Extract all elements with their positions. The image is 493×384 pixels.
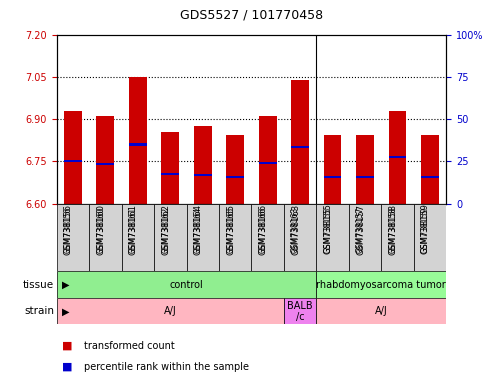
Bar xyxy=(64,160,82,162)
Text: GSM738160: GSM738160 xyxy=(96,207,106,253)
Bar xyxy=(64,111,82,204)
Text: GSM738163: GSM738163 xyxy=(291,207,300,253)
Bar xyxy=(194,174,211,177)
Bar xyxy=(97,116,114,204)
Bar xyxy=(154,204,186,271)
Text: A/J: A/J xyxy=(164,306,176,316)
Bar xyxy=(323,175,342,178)
Bar xyxy=(219,204,251,271)
Bar xyxy=(226,134,244,204)
Bar xyxy=(317,298,446,324)
Text: ▶: ▶ xyxy=(62,280,69,290)
Bar xyxy=(226,175,244,178)
Bar xyxy=(57,204,89,271)
Text: percentile rank within the sample: percentile rank within the sample xyxy=(84,362,249,372)
Text: GSM738158: GSM738158 xyxy=(388,204,397,255)
Text: ■: ■ xyxy=(62,341,72,351)
Bar xyxy=(97,163,114,165)
Bar xyxy=(356,134,374,204)
Text: GSM738166: GSM738166 xyxy=(259,204,268,255)
Bar xyxy=(421,134,439,204)
Bar xyxy=(421,175,439,178)
Text: transformed count: transformed count xyxy=(84,341,175,351)
Bar xyxy=(291,146,309,148)
Bar xyxy=(388,111,406,204)
Text: GSM738158: GSM738158 xyxy=(388,207,397,253)
Text: GSM738165: GSM738165 xyxy=(226,204,235,255)
Bar xyxy=(122,204,154,271)
Text: GSM738156: GSM738156 xyxy=(64,207,73,253)
Text: tissue: tissue xyxy=(23,280,54,290)
Text: ▶: ▶ xyxy=(62,306,69,316)
Bar xyxy=(388,156,406,158)
Bar xyxy=(161,173,179,175)
Text: GSM738156: GSM738156 xyxy=(64,204,73,255)
Bar xyxy=(89,204,122,271)
Text: rhabdomyosarcoma tumor: rhabdomyosarcoma tumor xyxy=(317,280,446,290)
Text: GSM738159: GSM738159 xyxy=(421,204,430,254)
Bar xyxy=(284,204,317,271)
Bar xyxy=(317,271,446,298)
Text: GSM738161: GSM738161 xyxy=(129,207,138,253)
Text: GSM738166: GSM738166 xyxy=(259,207,268,253)
Text: GSM738155: GSM738155 xyxy=(323,204,333,254)
Text: GSM738161: GSM738161 xyxy=(129,204,138,255)
Text: GSM738155: GSM738155 xyxy=(323,207,333,253)
Bar xyxy=(129,143,147,146)
Bar xyxy=(356,175,374,178)
Bar xyxy=(161,132,179,204)
Bar xyxy=(349,204,381,271)
Text: GSM738164: GSM738164 xyxy=(194,204,203,255)
Bar xyxy=(129,77,147,204)
Text: A/J: A/J xyxy=(375,306,387,316)
Text: GSM738165: GSM738165 xyxy=(226,207,235,253)
Text: GSM738159: GSM738159 xyxy=(421,207,430,253)
Text: strain: strain xyxy=(24,306,54,316)
Text: GSM738162: GSM738162 xyxy=(161,204,170,255)
Bar xyxy=(323,134,342,204)
Bar xyxy=(57,271,317,298)
Bar xyxy=(259,162,277,164)
Bar xyxy=(291,79,309,204)
Bar xyxy=(414,204,446,271)
Bar xyxy=(259,116,277,204)
Bar xyxy=(317,204,349,271)
Text: ■: ■ xyxy=(62,362,72,372)
Bar xyxy=(186,204,219,271)
Text: GSM738164: GSM738164 xyxy=(194,207,203,253)
Text: GSM738160: GSM738160 xyxy=(96,204,106,255)
Bar xyxy=(194,126,211,204)
Text: control: control xyxy=(170,280,204,290)
Bar xyxy=(57,298,284,324)
Text: GSM738157: GSM738157 xyxy=(356,204,365,255)
Text: GSM738163: GSM738163 xyxy=(291,204,300,255)
Bar xyxy=(381,204,414,271)
Text: GDS5527 / 101770458: GDS5527 / 101770458 xyxy=(180,8,323,21)
Text: GSM738162: GSM738162 xyxy=(161,207,170,253)
Bar xyxy=(284,298,317,324)
Text: GSM738157: GSM738157 xyxy=(356,207,365,253)
Bar xyxy=(251,204,284,271)
Text: BALB
/c: BALB /c xyxy=(287,301,313,322)
